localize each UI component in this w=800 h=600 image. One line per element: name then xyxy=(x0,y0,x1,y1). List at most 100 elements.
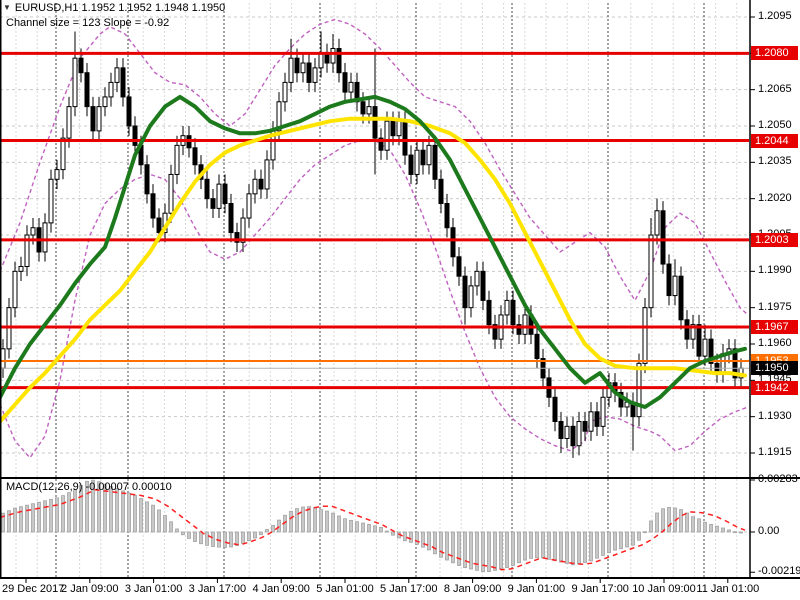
candle-body xyxy=(678,275,684,321)
symbol-header: ▼ EURUSD,H1 1.1952 1.1952 1.1948 1.1950 xyxy=(3,2,225,14)
macd-bar xyxy=(625,531,629,548)
macd-bar xyxy=(511,531,515,566)
candle-body xyxy=(300,62,306,74)
candle-body xyxy=(390,120,396,137)
symbol-dropdown-icon[interactable]: ▼ xyxy=(3,3,11,12)
macd-bar xyxy=(325,510,329,533)
macd-bar xyxy=(211,531,215,547)
macd-bar xyxy=(667,506,671,533)
candle-body xyxy=(666,263,672,297)
macd-bar xyxy=(331,512,335,533)
macd-bar xyxy=(391,531,395,536)
candle-body xyxy=(636,362,642,418)
macd-bar xyxy=(499,531,503,570)
candle-body xyxy=(462,275,468,309)
macd-bar xyxy=(445,531,449,561)
macd-bar xyxy=(487,531,491,572)
macd-bar xyxy=(13,507,17,533)
candle-body xyxy=(444,203,450,229)
candle-body xyxy=(522,314,528,335)
time-tick-label: 10 Jan 09:00 xyxy=(632,583,696,595)
candle-body xyxy=(642,307,648,364)
price-tick-label: 1.2020 xyxy=(758,191,792,204)
candle-body xyxy=(348,81,354,93)
candle-body xyxy=(372,106,378,139)
macd-bar xyxy=(193,531,197,542)
macd-bar xyxy=(343,518,347,533)
price-tick-label: 1.2065 xyxy=(758,82,792,95)
macd-bar xyxy=(85,480,89,533)
candle-body xyxy=(30,227,36,236)
time-axis[interactable] xyxy=(0,578,750,600)
candle-body xyxy=(564,425,570,439)
candle-body xyxy=(288,57,294,83)
macd-bar xyxy=(475,531,479,571)
candle-body xyxy=(210,198,216,209)
candle-body xyxy=(420,149,426,166)
price-badge-1.2044: 1.2044 xyxy=(751,133,798,148)
macd-bar xyxy=(181,531,185,536)
time-tick-label: 3 Jan 17:00 xyxy=(188,583,247,595)
macd-bar xyxy=(607,531,611,554)
macd-panel[interactable] xyxy=(0,479,749,577)
macd-bar xyxy=(553,531,557,562)
macd-bar xyxy=(427,531,431,551)
main-chart-area[interactable] xyxy=(0,0,749,562)
macd-indicator-label: MACD(12,26,9) -0.00007 0.00010 xyxy=(6,481,172,493)
macd-bar xyxy=(301,506,305,533)
candle-body xyxy=(84,72,90,108)
macd-bar xyxy=(337,515,341,533)
macd-bar xyxy=(409,531,413,543)
panel-borders xyxy=(0,0,800,583)
macd-bar xyxy=(37,501,41,533)
candle-body xyxy=(684,319,690,340)
candle-body xyxy=(570,425,576,447)
candle-body xyxy=(96,106,102,132)
candle-body xyxy=(60,137,66,171)
macd-bar xyxy=(307,506,311,533)
candle-body xyxy=(276,101,282,132)
candle-body xyxy=(240,217,246,243)
price-badge-1.1967: 1.1967 xyxy=(751,320,798,335)
macd-bar xyxy=(733,531,737,534)
macd-bar xyxy=(403,531,407,542)
candle-body xyxy=(48,178,54,224)
price-axis[interactable] xyxy=(750,0,800,578)
time-tick-label: 11 Jan 01:00 xyxy=(696,583,760,595)
macd-bar xyxy=(367,524,371,533)
candle-body xyxy=(504,299,510,316)
candle-body xyxy=(312,67,318,83)
candle-body xyxy=(558,421,564,439)
macd-bar xyxy=(379,527,383,533)
candlesticks xyxy=(0,31,744,458)
channel-middle-dashed-line xyxy=(0,0,748,420)
macd-bar xyxy=(373,525,377,533)
macd-bar xyxy=(463,531,467,568)
macd-bar xyxy=(25,504,29,533)
ma-fast-yellow xyxy=(0,116,747,424)
macd-bar xyxy=(247,531,251,542)
macd-bar xyxy=(583,531,587,563)
macd-bar xyxy=(289,510,293,533)
macd-bar xyxy=(235,531,239,546)
candle-body xyxy=(216,183,222,209)
macd-bar xyxy=(637,531,641,541)
candle-body xyxy=(18,265,24,272)
macd-bar xyxy=(115,488,119,533)
candle-body xyxy=(534,333,540,360)
price-level-lines[interactable] xyxy=(0,51,749,390)
candle-body xyxy=(516,324,522,335)
macd-bar xyxy=(703,521,707,533)
symbol-quote-line: EURUSD,H1 1.1952 1.1952 1.1948 1.1950 xyxy=(14,2,226,14)
price-badge-1.2003: 1.2003 xyxy=(751,232,798,247)
time-tick-label: 9 Jan 01:00 xyxy=(507,583,566,595)
macd-bar xyxy=(229,531,233,548)
macd-bar xyxy=(529,531,533,559)
macd-bar xyxy=(691,516,695,533)
candle-body xyxy=(66,106,72,139)
macd-bar xyxy=(319,509,323,533)
candle-body xyxy=(384,120,390,151)
macd-bar xyxy=(415,531,419,545)
macd-bar xyxy=(7,510,11,533)
